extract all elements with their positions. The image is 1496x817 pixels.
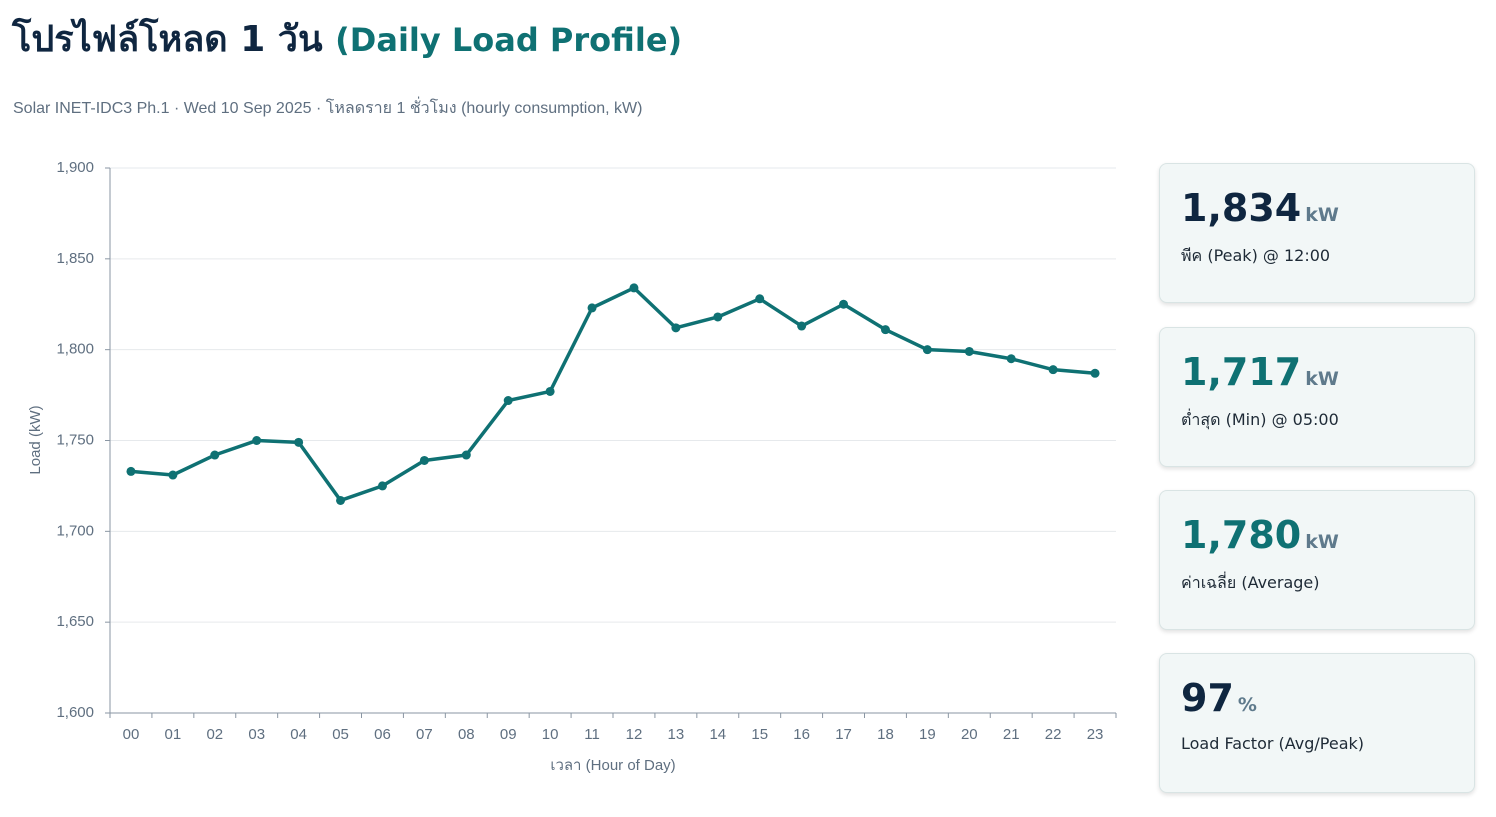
kpi-unit: % [1237, 694, 1257, 716]
kpi-value: 1,834 [1181, 186, 1302, 230]
x-tick-label: 09 [500, 726, 517, 743]
x-tick-label: 22 [1045, 726, 1062, 743]
point [1090, 368, 1100, 378]
x-tick-label: 17 [835, 726, 852, 743]
point [713, 312, 723, 322]
y-tick-label: 1,750 [56, 431, 94, 448]
x-tick-label: 02 [206, 726, 223, 743]
kpi-unit: kW [1305, 368, 1339, 390]
point [880, 325, 890, 335]
point [922, 345, 932, 355]
kpi-value-row: 1,717 kW [1181, 350, 1339, 394]
point [797, 321, 807, 331]
y-tick-label: 1,800 [56, 341, 94, 358]
point [294, 437, 304, 447]
kpi-card: 1,834 kW พีค (Peak) @ 12:00 [1159, 163, 1475, 303]
point [503, 396, 513, 406]
point [1048, 365, 1058, 375]
x-tick-label: 12 [626, 726, 643, 743]
line [130, 286, 1096, 503]
point [168, 470, 178, 480]
kpi-unit: kW [1305, 531, 1339, 553]
kpi-card: 97% Load Factor (Avg/Peak) [1159, 653, 1475, 793]
point [126, 466, 136, 476]
x-tick-label: 11 [584, 726, 600, 743]
kpi-label: ค่าเฉลี่ย (Average) [1181, 573, 1320, 592]
kpi-value-row: 1,834 kW [1181, 186, 1339, 230]
x-tick-label: 23 [1087, 726, 1104, 743]
point [419, 455, 429, 465]
x-tick-label: 05 [332, 726, 349, 743]
x-tick-label: 08 [458, 726, 475, 743]
point [545, 386, 555, 396]
kpi-label: Load Factor (Avg/Peak) [1181, 734, 1365, 753]
x-tick-label: 01 [165, 726, 182, 743]
x-tick-label: 18 [877, 726, 894, 743]
title-en: (Daily Load Profile) [335, 21, 683, 59]
subtitle: Solar INET-IDC3 Ph.1 · Wed 10 Sep 2025 ·… [13, 100, 643, 117]
kpi-label: พีค (Peak) @ 12:00 [1181, 246, 1331, 265]
x-tick-label: 15 [751, 726, 768, 743]
x-tick-label: 00 [123, 726, 140, 743]
point [252, 436, 262, 445]
x-tick-label: 19 [919, 726, 936, 743]
x-tick-label: 06 [374, 726, 391, 743]
point [210, 450, 220, 460]
point [587, 303, 597, 313]
x-tick-label: 10 [542, 726, 559, 743]
y-tick-label: 1,850 [56, 250, 94, 267]
x-tick-label: 04 [290, 726, 307, 743]
kpi-value: 1,717 [1181, 350, 1302, 394]
point [336, 495, 346, 505]
kpi-value: 97 [1181, 676, 1234, 720]
y-tick-label: 1,900 [56, 159, 94, 176]
kpi-value: 1,780 [1181, 513, 1302, 557]
point [461, 450, 471, 460]
point [839, 299, 849, 309]
x-tick-label: 13 [668, 726, 685, 743]
y-tick-label: 1,700 [56, 522, 94, 539]
point [671, 323, 681, 333]
point [964, 346, 974, 356]
y-tick-label: 1,600 [56, 704, 94, 721]
x-tick-label: 21 [1003, 726, 1020, 743]
chart: Load (kW) เวลา (Hour of Day) 1,600 1,650 1… [27, 159, 1117, 774]
kpi-unit: kW [1305, 204, 1339, 226]
x-tick-label: 07 [416, 726, 433, 743]
kpi-value-row: 97% [1181, 676, 1257, 720]
y-axis-label: Load (kW) [27, 405, 44, 474]
kpi-card: 1,717 kW ต่ำสุด (Min) @ 05:00 [1159, 327, 1475, 467]
x-tick-label: 14 [709, 726, 726, 743]
title: โปรไฟล์โหลด 1 วัน (Daily Load Profile) [12, 10, 682, 67]
point [1006, 354, 1016, 364]
x-tick-label: 20 [961, 726, 978, 743]
point [377, 481, 387, 491]
kpi-value-row: 1,780 kW [1181, 513, 1339, 557]
point [755, 294, 765, 304]
x-tick-label: 16 [793, 726, 810, 743]
x-tick-label: 03 [248, 726, 265, 743]
x-axis-label: เวลา (Hour of Day) [550, 757, 675, 774]
y-tick-label: 1,650 [56, 613, 94, 630]
kpi-card: 1,780 kW ค่าเฉลี่ย (Average) [1159, 490, 1475, 630]
kpi-label: ต่ำสุด (Min) @ 05:00 [1181, 410, 1339, 429]
point [629, 283, 639, 293]
title-th: โปรไฟล์โหลด 1 วัน [12, 19, 323, 60]
